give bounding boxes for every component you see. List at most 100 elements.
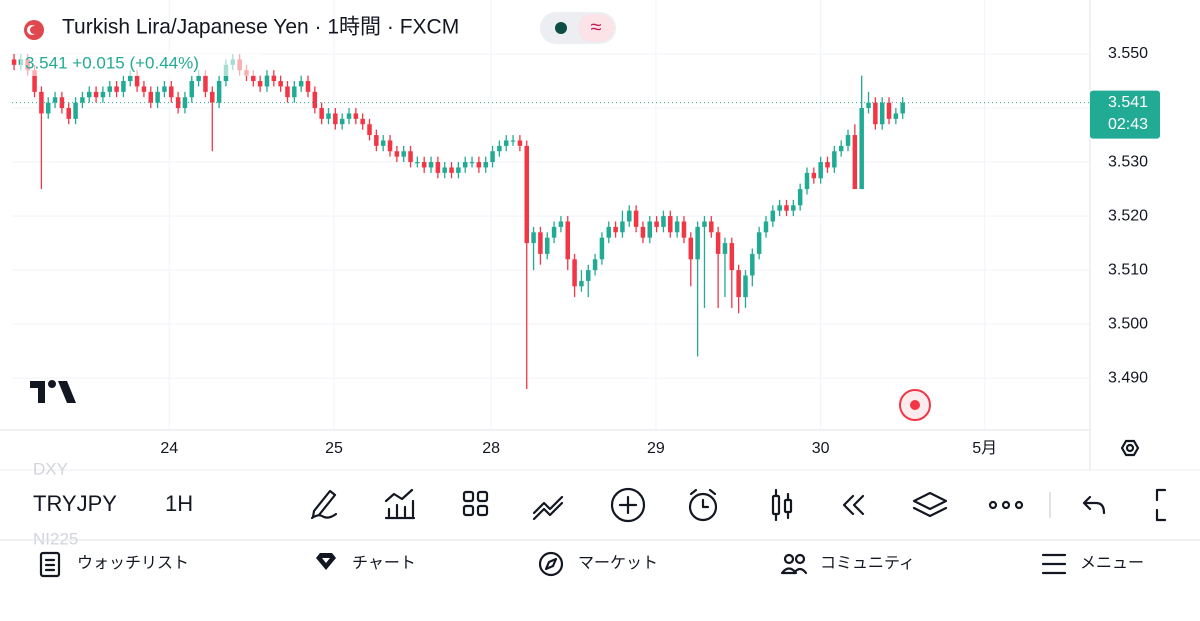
candle-body [189,81,195,98]
y-tick-label: 3.490 [1108,369,1148,386]
fullscreen-tool[interactable] [1155,488,1167,522]
candle-body [763,221,769,233]
delay-icon: ≈ [591,16,602,38]
more-tool[interactable] [988,500,1024,510]
candle-body [210,91,215,103]
settings-center [1125,443,1135,453]
settings-icon[interactable] [1120,439,1140,457]
candle-body [633,210,639,227]
x-tick-label: 5月 [972,440,997,457]
candle-body [169,86,174,98]
settings-button[interactable] [1120,439,1140,457]
market-open-dot [555,22,567,34]
candle-body [305,81,311,92]
candle-body [52,97,58,103]
nav-chart[interactable]: チャート [352,555,416,572]
candle-body [647,221,653,238]
interval[interactable]: 1H [165,491,193,516]
candle-body [86,91,92,98]
flag-crescent-cut [30,26,38,34]
x-tick-label: 30 [812,440,830,457]
y-tick-label: 3.500 [1108,315,1148,332]
candle-body [319,108,324,119]
candle-body [483,162,488,168]
candle-body [216,81,222,103]
x-tick-label: 29 [647,440,665,457]
bar-countdown: 02:43 [1108,116,1148,133]
chart-icon[interactable] [316,553,336,570]
nav-menu[interactable]: メニュー [1080,555,1144,572]
candle-body [510,140,516,142]
menu-icon[interactable] [1041,553,1067,575]
candle-body [196,75,201,82]
markets-icon[interactable] [538,551,564,577]
indicators-tool[interactable] [384,488,416,520]
candle-body [900,102,905,114]
next-symbol: NI225 [33,529,78,548]
candle-body [558,221,564,227]
candle-body [838,145,844,152]
add-tool[interactable] [610,487,646,523]
prev-symbol: DXY [33,459,68,478]
candle-body [449,167,454,173]
candle-body [503,140,509,146]
candle-body [80,97,85,103]
y-tick-label: 3.530 [1108,153,1148,170]
candle-body [825,162,830,168]
candle-body [93,91,99,98]
symbol[interactable]: TRYJPY [33,491,117,516]
candle-body [271,75,277,82]
candle-body [750,253,755,276]
candle-body [456,167,461,173]
candle-body [374,135,379,146]
candle-body [681,221,687,238]
candle-body [729,243,735,271]
bar-type-tool[interactable] [771,488,793,522]
community-icon[interactable] [780,553,808,575]
candle-body [585,270,591,281]
candle-body [627,210,632,222]
candle-body [606,226,612,238]
quote-backdrop [20,52,260,76]
candle-body [415,162,420,164]
layers-tool[interactable] [912,491,948,518]
header: Turkish Lira/Japanese Yen · 1時間 · FXCM ≈… [20,12,616,76]
logo-v [58,381,76,403]
candle-body [353,113,359,119]
candle-body [674,221,680,233]
nav-markets[interactable]: マーケット [578,554,658,572]
candle-body [784,205,789,211]
candle-body [818,162,823,179]
candle-body [100,91,106,98]
nav-community[interactable]: コミュニティ [820,555,915,572]
candle-body [886,102,892,119]
undo-tool[interactable] [1082,495,1106,515]
chart-title: Turkish Lira/Japanese Yen · 1時間 · FXCM [62,16,459,39]
candle-body [401,151,406,157]
x-tick-label: 25 [325,440,343,457]
candle-body [298,81,304,87]
candle-body [257,81,263,87]
candle-body [873,102,878,125]
alert-tool[interactable] [688,488,718,522]
candle-body [538,232,543,254]
candle-body [688,237,694,260]
candle-body [435,162,441,173]
compare-tool[interactable] [532,495,564,521]
layout-tool[interactable] [462,490,489,517]
candle-body [811,172,817,179]
candle-body [128,75,133,82]
candle-body [39,91,44,114]
candle-body [442,167,447,173]
replay-tool[interactable] [842,494,865,516]
nav-watchlist[interactable]: ウォッチリスト [77,554,189,572]
candle-body [107,86,113,92]
candle-body [702,221,707,227]
candle-body [736,270,741,298]
watchlist-icon[interactable] [39,551,61,578]
live-button[interactable] [899,389,931,421]
x-tick-label: 24 [160,440,178,457]
candle-body [804,172,810,190]
candle-body [292,86,297,98]
draw-tool[interactable] [310,489,338,520]
